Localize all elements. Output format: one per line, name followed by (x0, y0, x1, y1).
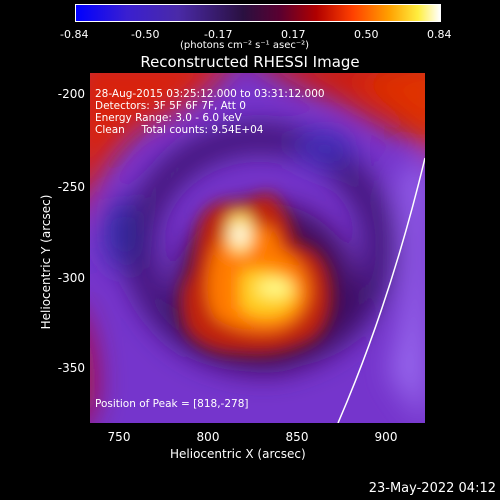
y-tick: -300 (57, 271, 85, 285)
observation-time: 28-Aug-2015 03:25:12.000 to 03:31:12.000 (95, 88, 325, 100)
render-date: 23-May-2022 04:12 (368, 481, 496, 496)
y-axis-label: Heliocentric Y (arcsec) (39, 194, 53, 330)
colorbar-tick: 0.84 (427, 28, 452, 41)
x-tick: 800 (196, 430, 220, 444)
energy-range-line: Energy Range: 3.0 - 6.0 keV (95, 112, 242, 124)
x-tick: 900 (374, 430, 398, 444)
solar-image (90, 73, 425, 423)
y-tick: -350 (57, 361, 85, 375)
colorbar-tick: 0.50 (354, 28, 379, 41)
colorbar-tick: -0.17 (204, 28, 233, 41)
y-tick: -200 (57, 87, 85, 101)
x-tick: 850 (285, 430, 309, 444)
x-axis-label: Heliocentric X (arcsec) (170, 447, 306, 461)
image-title: Reconstructed RHESSI Image (140, 53, 360, 71)
x-tick: 750 (107, 430, 131, 444)
colorbar-unit: (photons cm⁻² s⁻¹ asec⁻²) (180, 40, 310, 51)
colorbar-tick: 0.17 (281, 28, 306, 41)
peak-position: Position of Peak = [818,-278] (95, 398, 249, 410)
clean-counts-line: Clean Total counts: 9.54E+04 (95, 124, 264, 136)
solar-image-graphic (90, 73, 425, 423)
detectors-line: Detectors: 3F 5F 6F 7F, Att 0 (95, 100, 246, 112)
colorbar-tick: -0.84 (60, 28, 89, 41)
colorbar (75, 4, 441, 22)
y-tick: -250 (57, 180, 85, 194)
colorbar-tick: -0.50 (131, 28, 160, 41)
